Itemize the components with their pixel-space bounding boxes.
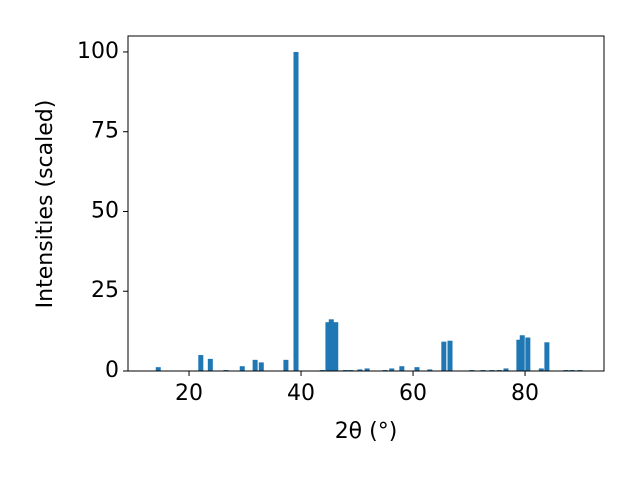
x-tick-label: 60	[399, 381, 427, 406]
x-tick-label: 40	[287, 381, 315, 406]
bar	[258, 362, 264, 371]
bar	[325, 322, 331, 371]
bar	[538, 368, 544, 371]
x-tick-label: 80	[511, 381, 539, 406]
y-tick-label: 50	[91, 198, 119, 223]
bar	[155, 367, 161, 371]
y-tick-label: 25	[91, 278, 119, 303]
bar	[544, 342, 550, 371]
bar	[239, 366, 245, 371]
bar	[414, 367, 420, 371]
bar	[283, 359, 289, 371]
x-axis-label: 2θ (°)	[335, 419, 398, 444]
bar	[357, 369, 363, 371]
bar	[389, 368, 395, 371]
bar	[364, 368, 370, 371]
bar	[441, 341, 447, 371]
bar	[399, 366, 405, 371]
x-tick-label: 20	[175, 381, 203, 406]
bar	[516, 339, 522, 371]
bar	[525, 337, 531, 371]
y-tick-label: 75	[91, 119, 119, 144]
y-tick-label: 100	[77, 39, 119, 64]
bar	[198, 355, 204, 371]
bar	[207, 358, 213, 371]
bar	[503, 368, 509, 371]
bar	[252, 359, 258, 371]
bar	[447, 340, 453, 371]
bar	[293, 51, 299, 371]
y-axis-label: Intensities (scaled)	[33, 100, 58, 309]
plot-frame	[127, 35, 605, 372]
bar	[519, 335, 525, 371]
y-tick-label: 0	[105, 358, 119, 383]
bar	[328, 319, 334, 371]
bar	[333, 322, 339, 371]
bar	[427, 369, 433, 371]
